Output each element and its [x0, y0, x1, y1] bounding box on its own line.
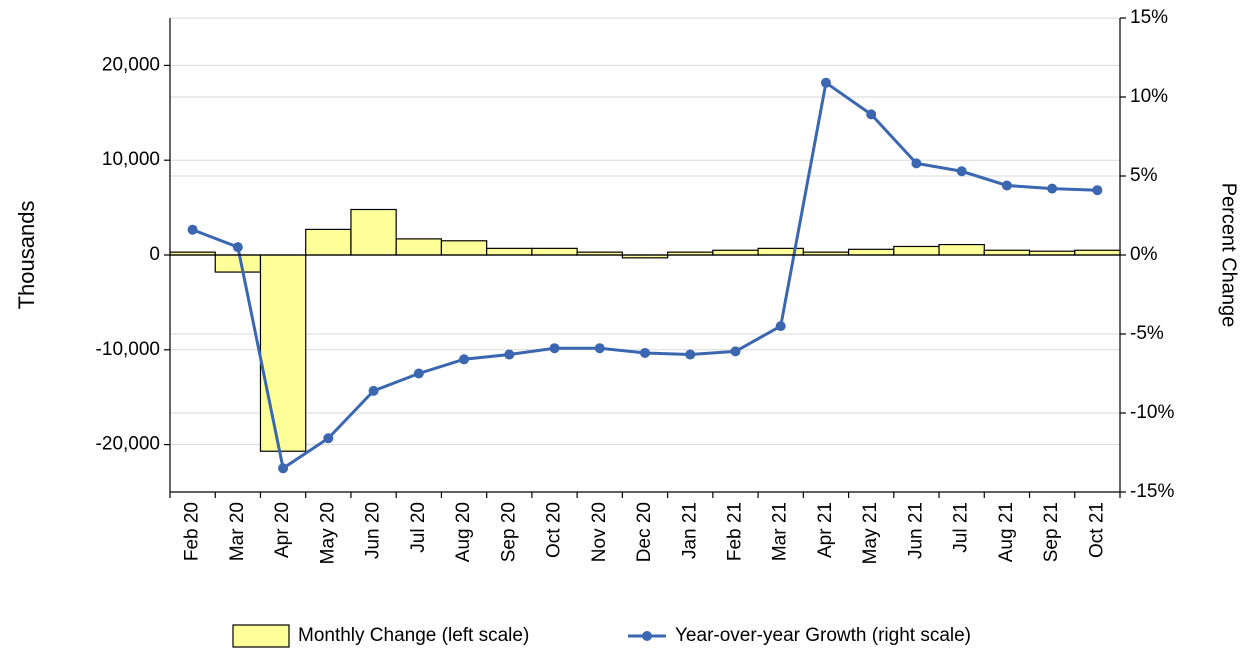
bar	[531, 247, 578, 256]
bar	[757, 247, 804, 256]
y2-tick-label: -10%	[1130, 402, 1174, 423]
marker	[820, 77, 831, 88]
x-tick-label: Feb 21	[724, 502, 745, 561]
x-tick-label: Aug 20	[453, 502, 474, 562]
x-tick-label: Dec 20	[634, 502, 655, 562]
x-tick-label: Sep 21	[1041, 502, 1062, 562]
bar	[440, 240, 488, 256]
bar	[350, 208, 397, 256]
x-tick-label: Jan 21	[679, 502, 700, 559]
y2-tick-label: 10%	[1130, 86, 1168, 107]
marker	[323, 433, 334, 444]
y2-tick-label: -15%	[1130, 481, 1174, 502]
bar	[712, 249, 759, 256]
bar	[214, 254, 262, 273]
marker	[232, 242, 243, 253]
marker	[911, 158, 922, 169]
marker	[278, 463, 289, 474]
y-axis-title: Thousands	[14, 201, 39, 310]
y-tick-label: -20,000	[96, 434, 160, 455]
bar	[983, 249, 1031, 256]
marker	[504, 349, 515, 360]
marker	[187, 224, 198, 235]
bar	[893, 245, 940, 256]
legend-label: Year-over-year Growth (right scale)	[675, 625, 971, 646]
bar	[938, 243, 985, 256]
x-tick-label: Nov 20	[589, 502, 610, 562]
x-tick-label: Feb 20	[182, 502, 203, 561]
x-tick-label: Aug 21	[996, 502, 1017, 562]
y2-tick-label: 0%	[1130, 244, 1158, 265]
line	[192, 80, 1098, 471]
marker	[640, 347, 650, 358]
marker	[1001, 180, 1012, 191]
legend-swatch	[232, 624, 290, 648]
marker	[685, 349, 696, 360]
y2-axis-title: Percent Change	[1218, 183, 1240, 328]
x-tick-label: May 21	[860, 502, 881, 564]
x-tick-label: Mar 21	[770, 502, 791, 561]
marker	[956, 166, 967, 177]
y-tick-label: -10,000	[96, 339, 160, 360]
marker	[549, 343, 560, 354]
bar	[847, 248, 895, 256]
marker	[413, 368, 424, 379]
marker	[594, 343, 605, 354]
x-tick-label: Apr 21	[815, 502, 836, 558]
y-tick-label: 10,000	[102, 149, 160, 170]
x-tick-label: Sep 20	[498, 502, 519, 562]
x-tick-label: Mar 20	[227, 502, 248, 561]
x-tick-label: Oct 21	[1086, 502, 1107, 558]
x-tick-label: Jun 21	[905, 502, 926, 559]
marker	[459, 354, 470, 365]
bar	[395, 238, 443, 256]
bar	[1074, 249, 1121, 256]
x-tick-label: May 20	[317, 502, 338, 564]
bar	[305, 228, 352, 256]
legend-swatch	[642, 631, 652, 641]
marker	[730, 346, 741, 357]
legend-label: Monthly Change (left scale)	[298, 625, 529, 646]
bar	[486, 247, 533, 256]
y2-tick-label: 15%	[1130, 7, 1168, 28]
x-tick-label: Jul 21	[951, 502, 972, 553]
marker	[368, 385, 379, 396]
marker	[1047, 183, 1058, 194]
marker	[1092, 185, 1103, 196]
y-tick-label: 0	[149, 244, 160, 265]
y2-tick-label: -5%	[1130, 323, 1164, 344]
x-tick-label: Jul 20	[408, 502, 429, 553]
y2-tick-label: 5%	[1130, 165, 1158, 186]
marker	[775, 321, 786, 332]
bar	[259, 254, 307, 452]
x-tick-label: Jun 20	[363, 502, 384, 559]
y-tick-label: 20,000	[102, 54, 160, 75]
x-tick-label: Apr 20	[272, 502, 293, 558]
marker	[866, 109, 877, 120]
x-tick-label: Oct 20	[544, 502, 565, 558]
